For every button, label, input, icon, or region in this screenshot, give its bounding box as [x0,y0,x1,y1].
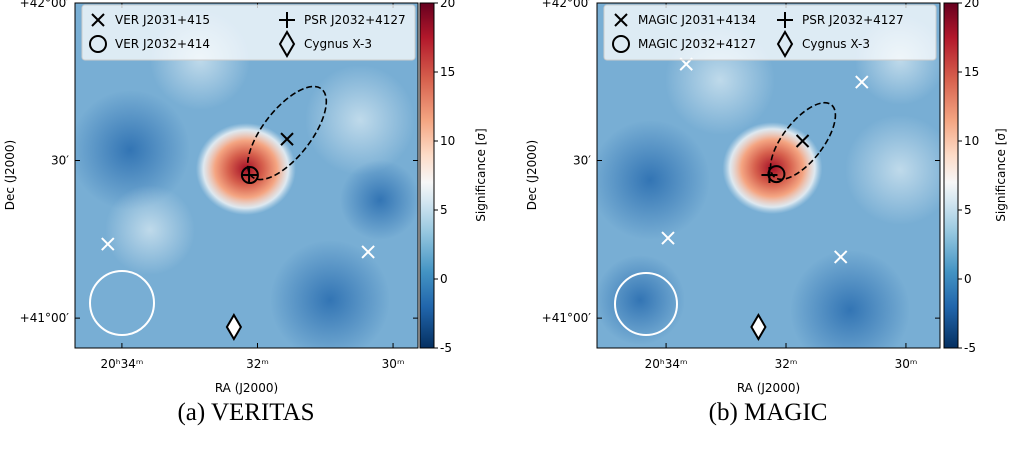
x-tick-label: 32ᵐ [775,357,798,371]
colorbar-tick-label: 0 [964,272,972,286]
colorbar-tick-label: 10 [964,134,979,148]
x-tick-label: 30ᵐ [382,357,405,371]
panel: 20ʰ34ᵐ 32ᵐ 30ᵐ +41°00′ 30′ +42°00′ RA (J2000) D… [525,0,1008,426]
legend-label: Cygnus X-3 [802,37,870,51]
x-axis-label: RA (J2000) [737,381,800,395]
psf-circle [89,270,155,336]
legend-label: VER J2031+415 [115,13,210,27]
y-tick-label: +41°00′ [542,311,592,325]
legend-marker [614,13,628,27]
colorbar-tick-label: -5 [440,341,452,355]
legend-marker [91,13,105,27]
legend-marker [279,12,295,28]
colorbar [419,2,435,349]
legend-box [603,4,937,61]
colorbar [943,2,959,349]
colorbar-tick-label: 15 [964,65,979,79]
colorbar-tick-label: 15 [440,65,455,79]
colorbar-label: Significance [σ] [474,128,488,221]
y-tick-label: +42°00′ [20,0,70,10]
caption: (a) VERITAS [177,399,314,426]
colorbar-tick-label: 20 [964,0,979,10]
y-axis-label: Dec (J2000) [525,140,539,210]
source-marker [661,231,675,245]
legend-marker [89,35,107,53]
heatmap-blob [105,185,195,275]
source-marker [225,313,243,341]
y-axis-label: Dec (J2000) [3,140,17,210]
colorbar-tick-label: -5 [964,341,976,355]
y-tick-label: +42°00′ [542,0,592,10]
plot-frame [596,2,941,349]
legend-label: Cygnus X-3 [304,37,372,51]
heatmap-blob [597,120,710,240]
legend: MAGIC J2031+4134 PSR J2032+4127 MAGIC J203… [603,4,937,61]
x-axis-label: RA (J2000) [215,381,278,395]
legend-marker [278,30,296,58]
legend-box [81,4,416,61]
heatmap-blob [305,65,415,175]
x-tick-label: 30ᵐ [895,357,918,371]
heatmap-blob [790,250,910,348]
source-marker [361,245,375,259]
x-tick-label: 20ʰ34ᵐ [100,357,143,371]
colorbar-label: Significance [σ] [994,128,1008,221]
source-marker [280,132,294,146]
y-tick-label: 30′ [51,154,69,168]
heatmap-blob [845,115,940,225]
heatmap-blob [597,255,685,345]
y-tick-label: 30′ [573,154,591,168]
colorbar-tick-label: 0 [440,272,448,286]
source-marker [241,167,258,184]
caption: (b) MAGIC [709,399,828,426]
source-marker [101,237,115,251]
source-marker [795,134,810,148]
psf-circle [614,272,678,336]
heatmap-blob [75,90,190,210]
source-marker [761,167,778,184]
panel: 20ʰ34ᵐ 32ᵐ 30ᵐ +41°00′ 30′ +42°00′ RA (J2000) D… [3,0,488,426]
error-ellipse [246,85,328,181]
source-marker [750,313,767,341]
legend-label: PSR J2032+4127 [802,13,904,27]
legend: VER J2031+415 PSR J2032+4127 VER J2032+414… [81,4,416,61]
plot-frame [74,2,419,349]
x-tick-label: 32ᵐ [246,357,269,371]
legend-label: VER J2032+414 [115,37,210,51]
source-marker [833,250,848,264]
heatmap-blob [270,240,390,348]
legend-label: MAGIC J2031+4134 [638,13,756,27]
error-ellipse [769,101,837,181]
legend-marker [776,30,794,58]
colorbar-tick-label: 20 [440,0,455,10]
colorbar-tick-label: 5 [964,203,972,217]
colorbar-tick-label: 10 [440,134,455,148]
colorbar-tick-label: 5 [440,203,448,217]
legend-marker [777,12,793,28]
legend-label: MAGIC J2032+4127 [638,37,756,51]
legend-marker [612,35,630,53]
y-tick-label: +41°00′ [20,311,70,325]
legend-label: PSR J2032+4127 [304,13,406,27]
source-marker [855,75,869,89]
heatmap-blob [340,160,418,240]
x-tick-label: 20ʰ34ᵐ [645,357,688,371]
